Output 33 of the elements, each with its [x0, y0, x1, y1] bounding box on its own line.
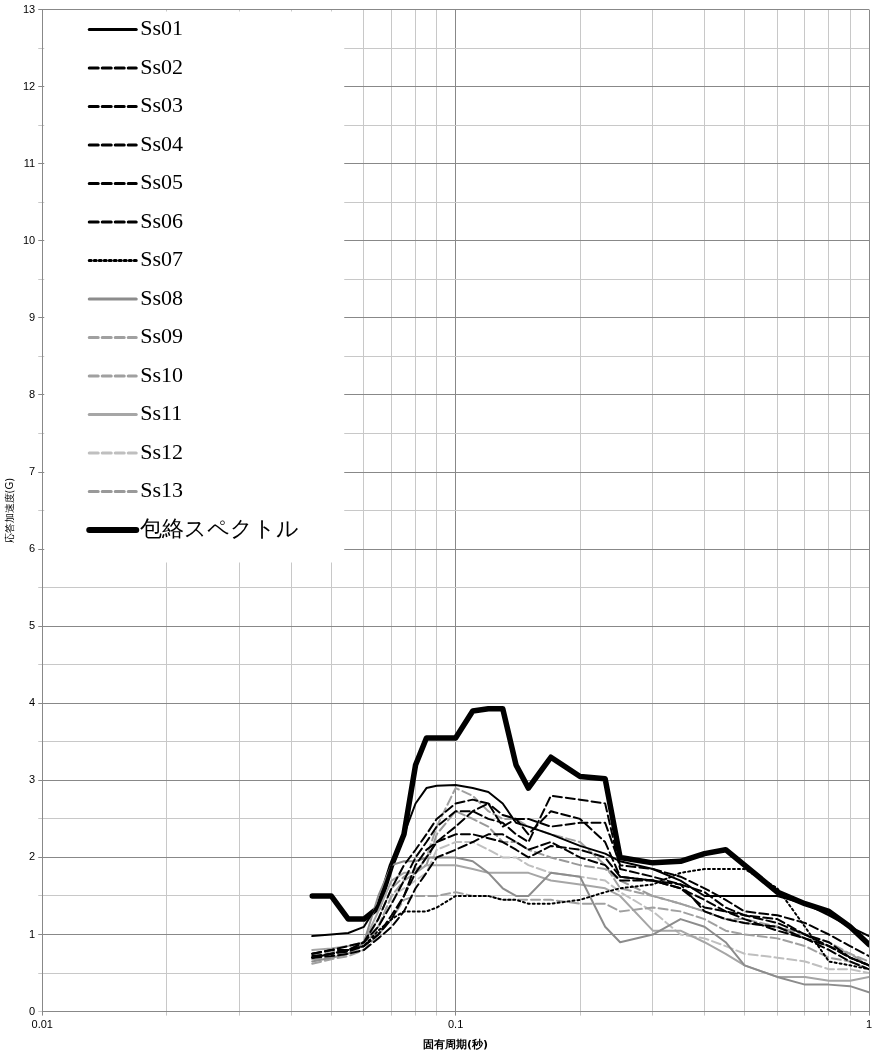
y-tick-label: 11 [23, 156, 36, 169]
y-tick-label: 4 [29, 696, 36, 709]
x-tick-label: 1 [865, 1018, 873, 1031]
y-tick-label: 13 [22, 2, 36, 15]
legend-label: Ss11 [140, 400, 183, 426]
y-tick-label: 3 [29, 773, 36, 786]
y-tick-label: 8 [29, 388, 36, 401]
y-tick-label: 9 [29, 310, 36, 323]
legend-label: Ss06 [140, 207, 184, 233]
y-tick-label: 6 [29, 542, 36, 555]
y-tick-label: 10 [22, 233, 36, 246]
y-tick-label: 7 [29, 465, 36, 478]
legend-label: Ss10 [140, 361, 184, 387]
x-axis-title: 固有周期(秒) [423, 1038, 489, 1052]
legend-label: Ss01 [140, 15, 184, 41]
legend-label: 包絡スペクトル [140, 515, 300, 541]
legend-label: Ss08 [140, 284, 184, 310]
y-tick-label: 12 [22, 79, 36, 92]
legend-label: Ss12 [140, 438, 184, 464]
y-tick-label: 1 [29, 927, 36, 940]
legend-label: Ss02 [140, 53, 184, 79]
legend-label: Ss09 [140, 323, 184, 349]
y-axis-title: 応答加速度(G) [3, 477, 15, 544]
legend-label: Ss03 [140, 92, 184, 118]
legend-label: Ss04 [140, 130, 184, 156]
legend-label: Ss05 [140, 169, 184, 195]
y-tick-label: 0 [29, 1004, 36, 1017]
x-tick-label: 0.1 [447, 1018, 464, 1031]
y-tick-label: 5 [29, 619, 36, 632]
y-tick-label: 2 [29, 850, 36, 863]
legend-label: Ss07 [140, 246, 184, 272]
legend-label: Ss13 [140, 477, 184, 503]
x-tick-label: 0.01 [31, 1018, 53, 1031]
